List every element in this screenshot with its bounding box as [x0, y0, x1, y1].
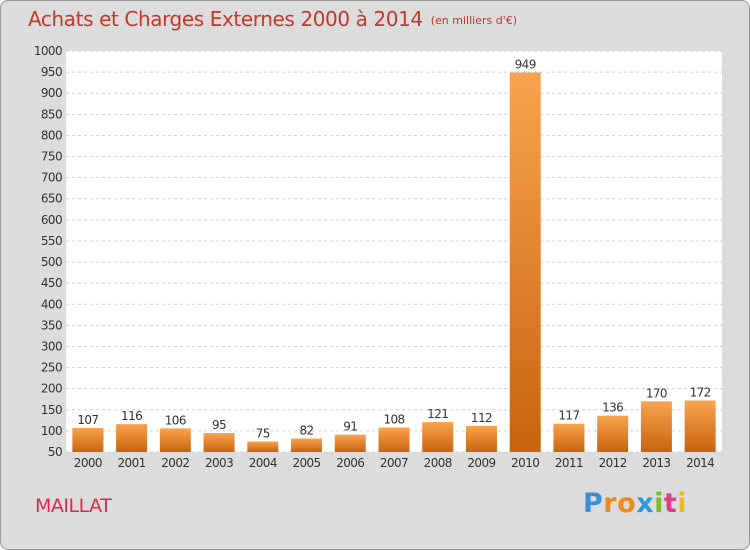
- y-tick-label: 800: [41, 128, 62, 142]
- logo-letter: t: [663, 488, 678, 519]
- data-label-2003: 95: [212, 418, 226, 432]
- data-label-2014: 172: [690, 386, 711, 400]
- y-tick-label: 900: [41, 86, 62, 100]
- x-tick-label-2006: 2006: [336, 456, 364, 470]
- logo-letter: x: [636, 488, 655, 519]
- x-tick-label-2003: 2003: [205, 456, 233, 470]
- bar-2013: [640, 401, 672, 452]
- y-tick-label: 950: [41, 65, 62, 79]
- x-tick-label-2013: 2013: [642, 456, 670, 470]
- unit-note: (en milliers d'€): [430, 14, 518, 27]
- y-tick-label: 250: [41, 361, 62, 375]
- bar-2000: [72, 427, 104, 452]
- data-label-2001: 116: [121, 409, 142, 423]
- bar-2004: [247, 441, 279, 452]
- y-tick-label: 100: [41, 424, 62, 438]
- x-tick-label-2012: 2012: [599, 456, 627, 470]
- data-label-2005: 82: [299, 423, 313, 437]
- x-tick-label-2004: 2004: [249, 456, 277, 470]
- logo-letter: o: [617, 488, 637, 519]
- bar-2011: [553, 423, 585, 452]
- y-tick-label: 600: [41, 213, 62, 227]
- y-tick-label: 50: [48, 445, 62, 459]
- data-label-2011: 117: [558, 409, 579, 423]
- x-tick-label-2001: 2001: [118, 456, 146, 470]
- logo-letter: r: [603, 488, 618, 519]
- x-tick-label-2005: 2005: [292, 456, 320, 470]
- data-label-2009: 112: [471, 411, 492, 425]
- y-tick-label: 350: [41, 318, 62, 332]
- y-tick-label: 550: [41, 234, 62, 248]
- bar-2009: [465, 425, 497, 452]
- bar-2014: [684, 400, 716, 452]
- commune-name: MAILLAT: [35, 495, 112, 517]
- chart-title: Achats et Charges Externes 2000 à 2014: [28, 7, 423, 31]
- data-label-2000: 107: [77, 413, 98, 427]
- data-label-2006: 91: [343, 420, 357, 434]
- proxiti-logo: Proxiti: [583, 488, 687, 519]
- y-tick-label: 300: [41, 339, 62, 353]
- bar-2006: [334, 434, 366, 452]
- y-tick-label: 500: [41, 255, 62, 269]
- y-tick-label: 450: [41, 276, 62, 290]
- y-tick-label: 150: [41, 403, 62, 417]
- bar-2012: [597, 415, 629, 452]
- logo-letter: P: [583, 488, 604, 519]
- plot-area: [66, 51, 722, 452]
- data-label-2008: 121: [427, 407, 448, 421]
- y-tick-label: 400: [41, 297, 62, 311]
- data-label-2007: 108: [383, 413, 404, 427]
- chart-title-block: Achats et Charges Externes 2000 à 2014 (e…: [28, 7, 517, 31]
- data-label-2013: 170: [646, 386, 667, 400]
- y-tick-label: 1000: [34, 44, 62, 58]
- x-tick-label-2014: 2014: [686, 456, 714, 470]
- x-tick-label-2000: 2000: [74, 456, 102, 470]
- x-tick-label-2008: 2008: [424, 456, 452, 470]
- x-tick-label-2007: 2007: [380, 456, 408, 470]
- y-tick-label: 750: [41, 150, 62, 164]
- logo-letter: i: [654, 488, 664, 519]
- y-tick-label: 700: [41, 171, 62, 185]
- data-label-2012: 136: [602, 401, 623, 415]
- x-tick-label-2002: 2002: [161, 456, 189, 470]
- bar-2007: [378, 427, 410, 452]
- x-tick-label-2009: 2009: [467, 456, 495, 470]
- x-tick-label-2010: 2010: [511, 456, 539, 470]
- y-tick-label: 650: [41, 192, 62, 206]
- data-label-2004: 75: [256, 426, 270, 440]
- bar-2001: [116, 424, 148, 452]
- bar-2003: [203, 433, 235, 452]
- logo-letter: i: [677, 488, 688, 519]
- data-label-2010: 949: [515, 58, 536, 72]
- bar-2005: [291, 438, 323, 452]
- bar-2002: [159, 428, 191, 452]
- bar-2008: [422, 422, 454, 452]
- data-label-2002: 106: [165, 413, 186, 427]
- bar-2010: [509, 72, 541, 452]
- y-tick-label: 850: [41, 107, 62, 121]
- x-tick-label-2011: 2011: [555, 456, 583, 470]
- y-tick-label: 200: [41, 382, 62, 396]
